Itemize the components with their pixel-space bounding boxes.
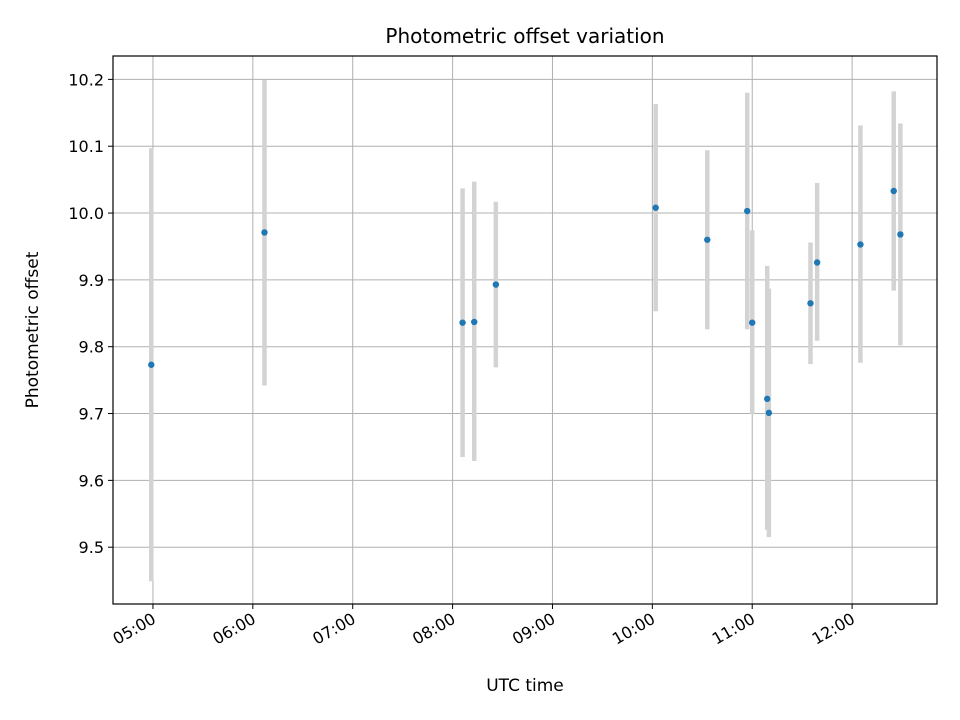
data-point [890,187,897,195]
data-point [813,259,821,266]
data-point [764,395,771,403]
data-point [744,207,751,215]
y-tick-label: 10.1 [68,137,104,156]
data-point [261,229,268,236]
data-point [857,241,864,248]
data-point [471,318,478,326]
error-bars [149,80,903,582]
y-tick-label: 9.6 [79,471,104,490]
x-axis-ticks: 05:00 06:00 07:00 08:00 09:00 10:00 11:00 12:00 [110,604,858,649]
data-point [492,281,500,288]
y-tick-label: 10.0 [68,204,104,223]
grid [113,56,937,604]
data-point [704,236,711,243]
x-tick-label: 07:00 [309,609,358,649]
data-point [765,409,773,417]
chart-title: Photometric offset variation [385,24,664,48]
data-point [652,204,659,211]
y-tick-label: 9.5 [79,538,104,557]
x-axis-label: UTC time [486,676,564,696]
y-axis-ticks: 9.5 9.6 9.7 9.8 9.9 10.0 10.1 10.2 [68,70,113,557]
x-tick-label: 06:00 [209,609,258,649]
data-points [148,187,904,417]
data-point [148,361,155,368]
data-point [807,300,814,307]
y-axis-label: Photometric offset [23,251,43,408]
plot-frame [112,55,938,605]
data-point [897,231,904,238]
x-tick-label: 08:00 [409,609,458,649]
y-tick-label: 9.9 [79,271,104,290]
x-tick-label: 05:00 [110,609,159,649]
y-tick-label: 10.2 [68,70,104,89]
y-tick-label: 9.7 [79,405,104,424]
data-point [749,319,756,326]
data-point [459,319,466,326]
x-tick-label: 12:00 [809,609,858,649]
x-tick-label: 11:00 [709,609,758,649]
y-tick-label: 9.8 [79,338,104,357]
x-tick-label: 10:00 [609,609,658,649]
x-tick-label: 09:00 [509,609,558,649]
